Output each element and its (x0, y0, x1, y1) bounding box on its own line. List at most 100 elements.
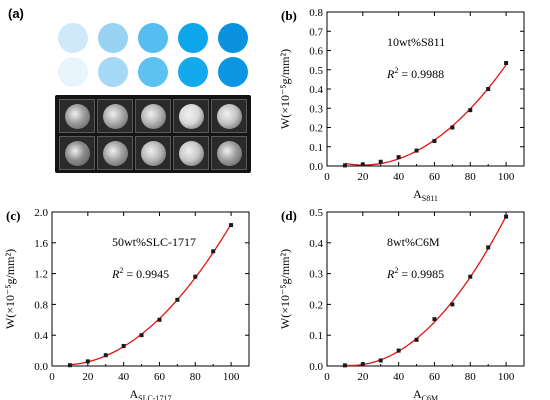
sample-disk (179, 141, 204, 166)
fit-curve (344, 215, 507, 367)
data-point (396, 348, 401, 353)
x-tick-label: 20 (357, 371, 369, 383)
fit-curve (69, 223, 232, 366)
data-point (378, 159, 383, 164)
data-point (211, 249, 216, 254)
data-point (432, 317, 437, 322)
x-tick-label: 100 (498, 371, 515, 383)
x-tick-label: 0 (49, 371, 55, 383)
x-axis-title: AS811 (413, 187, 438, 203)
sample-disk (179, 104, 204, 129)
y-tick-label: 0.3 (309, 269, 323, 281)
data-point (378, 358, 383, 363)
y-tick-label: 0.1 (309, 142, 323, 154)
data-point (175, 297, 180, 302)
sample-cell (173, 99, 209, 133)
color-swatch (138, 23, 168, 53)
sample-cell (173, 136, 209, 170)
data-point (103, 353, 108, 358)
sample-cell (211, 136, 247, 170)
data-point (121, 343, 126, 348)
panel-label: (b) (281, 8, 297, 23)
data-point (139, 333, 144, 338)
r-squared: R2 = 0.9985 (386, 266, 444, 281)
r-squared: R2 = 0.9945 (111, 266, 169, 281)
color-swatch (58, 57, 88, 87)
data-point (360, 162, 365, 167)
sample-disk (103, 141, 128, 166)
x-axis-title: AC6M (413, 387, 438, 400)
y-tick-label: 0.8 (34, 299, 48, 311)
color-swatch (178, 23, 208, 53)
data-point (360, 362, 365, 367)
x-tick-label: 100 (223, 371, 240, 383)
x-tick-label: 40 (393, 171, 405, 183)
y-axis-title: W(×10⁻⁵g/mm²) (278, 249, 292, 329)
y-tick-label: 0.4 (309, 238, 323, 250)
sample-cell (211, 99, 247, 133)
x-tick-label: 80 (190, 371, 202, 383)
panel-label: (c) (6, 208, 20, 223)
sample-cell (135, 136, 171, 170)
y-tick-label: 0.5 (309, 65, 323, 77)
y-tick-label: 0.0 (34, 361, 48, 373)
data-point (193, 274, 198, 279)
x-tick-label: 60 (429, 171, 441, 183)
data-point (342, 363, 347, 368)
data-point (342, 163, 347, 168)
x-tick-label: 0 (324, 171, 330, 183)
data-point (468, 108, 473, 113)
x-tick-label: 100 (498, 171, 515, 183)
data-point (229, 223, 234, 228)
x-tick-label: 60 (429, 371, 441, 383)
x-tick-label: 60 (154, 371, 166, 383)
color-swatch (58, 23, 88, 53)
panel-label: (d) (281, 208, 297, 223)
x-tick-label: 40 (393, 371, 405, 383)
y-tick-label: 0.4 (309, 84, 323, 96)
panel-a: (a) (0, 0, 275, 190)
sample-disk (217, 104, 242, 129)
series-annotation: 8wt%C6M (387, 235, 440, 249)
y-axis-title: W(×10⁻⁵g/mm²) (3, 249, 17, 329)
sample-disk (103, 104, 128, 129)
chart-b: (b) 0 20 40 60 80 100 0.0 0.1 0.2 0.3 0.4 0.5 0.6 0.7 0… (278, 7, 525, 203)
y-tick-label: 0.8 (309, 7, 323, 19)
sample-cell (59, 136, 95, 170)
color-swatch (98, 57, 128, 87)
color-swatch (138, 57, 168, 87)
color-swatch (178, 57, 208, 87)
chart-c: (c) 0 20 40 60 80 100 0.0 0.4 0.8 1.2 1.6 2.0 50wt%SL… (3, 207, 250, 400)
x-tick-label: 20 (82, 371, 94, 383)
sample-disk (217, 141, 242, 166)
data-point (85, 359, 90, 364)
y-tick-label: 0.6 (309, 46, 323, 58)
x-tick-label: 0 (324, 371, 330, 383)
data-point (414, 148, 419, 153)
data-point (67, 363, 72, 368)
data-point (486, 87, 491, 91)
data-point (450, 302, 455, 307)
y-tick-label: 2.0 (34, 207, 48, 219)
x-tick-label: 80 (465, 371, 477, 383)
data-point (504, 214, 509, 219)
data-point (450, 125, 455, 130)
y-tick-label: 0.1 (309, 330, 323, 342)
sample-disk (141, 104, 166, 129)
sample-photo (55, 95, 251, 173)
sample-disk (141, 141, 166, 166)
color-swatch (218, 57, 248, 87)
sample-cell (59, 99, 95, 133)
color-swatch (218, 23, 248, 53)
series-annotation: 50wt%SLC-1717 (112, 235, 196, 249)
color-swatch (98, 23, 128, 53)
y-axis-title: W(×10⁻⁵g/mm²) (278, 49, 292, 129)
y-tick-label: 0.3 (309, 103, 323, 115)
data-point (504, 61, 509, 66)
sample-disk (65, 141, 90, 166)
fit-curve (344, 64, 507, 166)
data-point (432, 138, 437, 143)
y-tick-label: 1.2 (34, 269, 48, 281)
sample-disk (65, 104, 90, 129)
x-axis-title: ASLC-1717 (129, 387, 171, 400)
